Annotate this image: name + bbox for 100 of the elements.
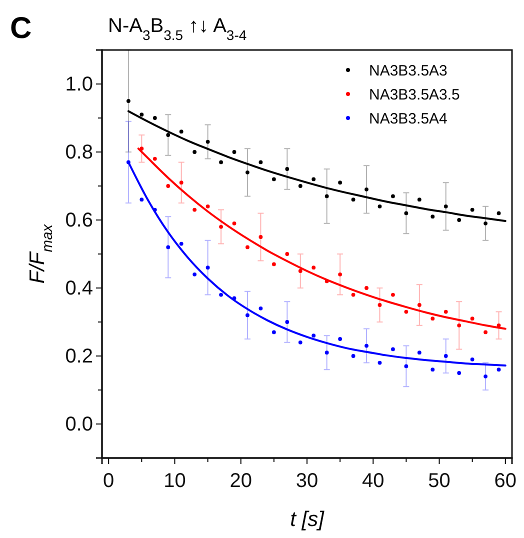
x-tick-label: 20 (230, 470, 252, 492)
point (285, 252, 290, 256)
point (179, 180, 184, 185)
point (246, 170, 250, 174)
point (338, 272, 342, 276)
point (285, 167, 290, 171)
x-tick-label: 0 (103, 470, 114, 492)
point (470, 208, 474, 212)
point (232, 221, 236, 226)
point (391, 347, 395, 352)
point (192, 272, 197, 276)
x-tick-label: 50 (428, 470, 450, 492)
point (140, 198, 144, 202)
point (312, 266, 316, 270)
point (152, 156, 157, 161)
point (417, 350, 422, 355)
point (496, 211, 501, 216)
point (298, 340, 302, 344)
line-series (127, 110, 506, 222)
point (484, 330, 488, 334)
point (457, 371, 462, 375)
point (206, 266, 210, 270)
point (364, 286, 368, 290)
point (444, 204, 448, 208)
chart-title: N-A$_{3}$B$_{3.5}$ ↑↓ A$_{3-4}$ (108, 15, 247, 43)
x-tick-label: 60 (494, 470, 517, 492)
point (351, 198, 356, 202)
point (192, 150, 197, 154)
point (179, 130, 184, 134)
point (457, 323, 462, 328)
point (272, 262, 276, 266)
point (232, 150, 236, 154)
point (258, 235, 263, 239)
point (444, 310, 448, 314)
point (364, 344, 368, 348)
point (166, 133, 170, 137)
y-tick-label: 0.0 (65, 413, 93, 436)
point (484, 221, 488, 226)
point (404, 211, 408, 216)
x-tick-label: 40 (362, 470, 384, 492)
point (272, 330, 276, 334)
legend-label: NA3B3.5A3.5 (369, 86, 460, 104)
point (364, 187, 368, 192)
x-tick-label: 30 (296, 470, 318, 492)
point (391, 292, 395, 297)
line-series (137, 148, 506, 330)
y-tick-label: 0.2 (65, 345, 93, 368)
point (404, 310, 408, 314)
point (324, 350, 329, 355)
point (258, 160, 263, 164)
point (312, 177, 316, 182)
x-axis-title: t [s] (290, 508, 326, 531)
point (404, 364, 408, 368)
y-tick-label: 0.8 (65, 141, 93, 164)
point (140, 112, 144, 117)
point (496, 323, 501, 328)
point (338, 180, 342, 185)
point (258, 306, 263, 310)
point (378, 360, 382, 365)
point (272, 177, 276, 182)
point (470, 316, 474, 321)
point (457, 218, 462, 222)
point (298, 269, 302, 273)
point (417, 198, 422, 202)
point (351, 354, 356, 358)
point (338, 337, 342, 341)
point (312, 334, 316, 338)
point (351, 292, 356, 297)
point (444, 354, 448, 358)
point (378, 204, 382, 208)
point (219, 292, 223, 297)
point (496, 368, 501, 372)
legend-label: NA3B3.5A4 (369, 110, 448, 128)
x-tick-label: 10 (164, 470, 186, 492)
point (166, 184, 170, 188)
point (484, 374, 488, 378)
point (285, 320, 290, 324)
point (430, 368, 435, 372)
point (179, 242, 184, 246)
point (324, 194, 329, 198)
point (391, 194, 395, 198)
legend-label: NA3B3.5A3 (369, 62, 448, 80)
point (152, 116, 157, 120)
point (298, 184, 302, 188)
point (470, 357, 474, 362)
point (140, 146, 144, 151)
y-tick-label: 0.4 (65, 277, 93, 300)
point (126, 99, 130, 103)
point (192, 208, 197, 212)
point (417, 303, 422, 307)
y-tick-label: 0.6 (65, 209, 93, 232)
point (378, 303, 382, 307)
point (246, 245, 250, 250)
point (430, 214, 435, 219)
y-tick-label: 1.0 (65, 73, 93, 96)
text: C (10, 12, 32, 45)
point (246, 313, 250, 318)
point (166, 245, 170, 250)
point (219, 224, 223, 229)
point (206, 140, 210, 144)
